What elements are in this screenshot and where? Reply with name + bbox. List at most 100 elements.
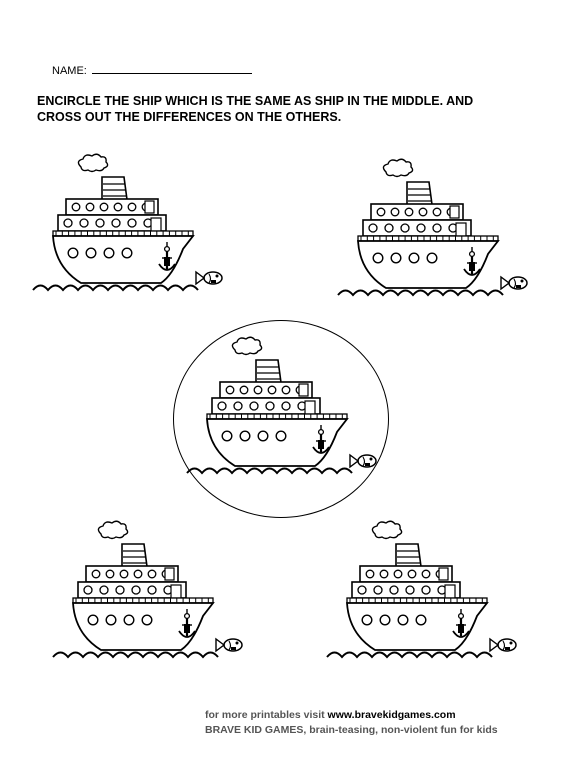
window-icon (133, 569, 143, 579)
window-icon (416, 223, 426, 233)
smoke-icon (231, 336, 263, 356)
porthole-icon (397, 614, 409, 626)
window-icon (105, 569, 115, 579)
fish-icon (349, 453, 377, 469)
window-icon (373, 585, 383, 595)
window-icon (421, 569, 431, 579)
footer: for more printables visit www.bravekidga… (205, 708, 498, 738)
hull (52, 235, 195, 284)
window-icon (281, 385, 291, 395)
window-icon (405, 585, 415, 595)
window-icon (418, 207, 428, 217)
porthole-icon (426, 252, 438, 264)
footer-url-link[interactable]: www.bravekidgames.com (327, 709, 456, 721)
name-blank-line (91, 63, 252, 74)
fish-icon (500, 275, 528, 291)
porthole-icon (361, 614, 373, 626)
window-icon (376, 207, 386, 217)
anchor-icon (158, 242, 176, 271)
waves (337, 289, 504, 297)
hull (357, 240, 500, 289)
anchor-icon (452, 609, 470, 638)
instructions-line-1: ENCIRCLE THE SHIP WHICH IS THE SAME AS S… (37, 94, 474, 108)
window-icon (111, 218, 121, 228)
name-label: NAME: (52, 65, 87, 77)
porthole-icon (415, 614, 427, 626)
window-icon (281, 401, 291, 411)
window-icon (384, 223, 394, 233)
porthole-icon (379, 614, 391, 626)
waves (186, 467, 353, 475)
window-icon (99, 202, 109, 212)
window-icon (379, 569, 389, 579)
porthole-icon (372, 252, 384, 264)
porthole-icon (408, 252, 420, 264)
anchor-icon (178, 609, 196, 638)
window-icon (127, 202, 137, 212)
window-icon (71, 202, 81, 212)
porthole-icon (123, 614, 135, 626)
window-icon (113, 202, 123, 212)
porthole-icon (390, 252, 402, 264)
window-icon (147, 569, 157, 579)
window-icon (99, 585, 109, 595)
anchor-icon (312, 425, 330, 454)
window-icon (267, 385, 277, 395)
window-icon (95, 218, 105, 228)
smoke-icon (97, 520, 129, 540)
window-icon (225, 385, 235, 395)
window-icon (83, 585, 93, 595)
porthole-icon (239, 430, 251, 442)
name-field: NAME: (52, 63, 252, 77)
porthole-icon (221, 430, 233, 442)
waves (326, 651, 493, 659)
fish-icon (195, 270, 223, 286)
window-icon (368, 223, 378, 233)
instructions-line-2: CROSS OUT THE DIFFERENCES ON THE OTHERS. (37, 110, 342, 124)
waves (32, 284, 199, 292)
footer-tagline: BRAVE KID GAMES, brain-teasing, non-viol… (205, 724, 498, 736)
window-icon (85, 202, 95, 212)
porthole-icon (85, 247, 97, 259)
window-icon (365, 569, 375, 579)
window-icon (239, 385, 249, 395)
window-icon (407, 569, 417, 579)
window-icon (393, 569, 403, 579)
fish-icon (215, 637, 243, 653)
window-icon (217, 401, 227, 411)
window-icon (432, 207, 442, 217)
window-icon (357, 585, 367, 595)
window-icon (119, 569, 129, 579)
ship-bottom-right (326, 520, 527, 662)
footer-prefix: for more printables visit (205, 709, 325, 721)
hull (346, 602, 489, 651)
porthole-icon (257, 430, 269, 442)
window-icon (265, 401, 275, 411)
window-icon (63, 218, 73, 228)
window-icon (253, 385, 263, 395)
porthole-icon (103, 247, 115, 259)
window-icon (91, 569, 101, 579)
window-icon (127, 218, 137, 228)
smoke-icon (371, 520, 403, 540)
window-icon (131, 585, 141, 595)
center-ship-circle (173, 320, 389, 518)
ship-bottom-left (52, 520, 253, 662)
window-icon (390, 207, 400, 217)
window-icon (404, 207, 414, 217)
window-icon (147, 585, 157, 595)
instructions: ENCIRCLE THE SHIP WHICH IS THE SAME AS S… (37, 93, 547, 125)
porthole-icon (121, 247, 133, 259)
window-icon (421, 585, 431, 595)
porthole-icon (141, 614, 153, 626)
anchor-icon (463, 247, 481, 276)
porthole-icon (87, 614, 99, 626)
window-icon (432, 223, 442, 233)
ship-center (186, 336, 387, 478)
hull (206, 418, 349, 467)
window-icon (233, 401, 243, 411)
hull (72, 602, 215, 651)
porthole-icon (67, 247, 79, 259)
window-icon (249, 401, 259, 411)
window-icon (115, 585, 125, 595)
